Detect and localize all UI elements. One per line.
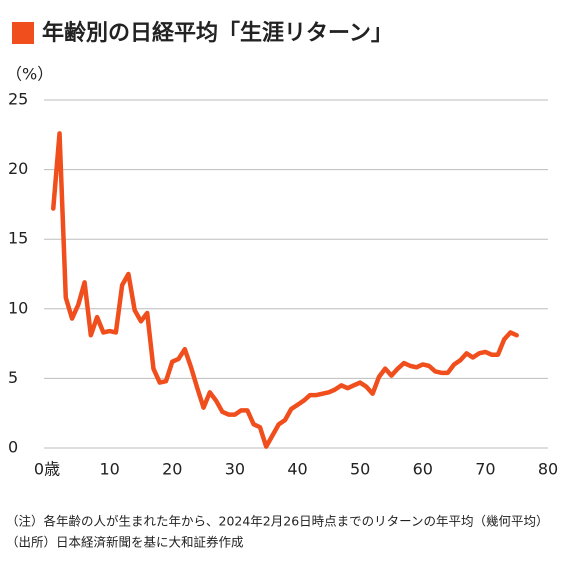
x-tick-label: 80 bbox=[538, 460, 558, 479]
y-tick-label: 15 bbox=[8, 229, 28, 248]
x-tick-label: 70 bbox=[475, 460, 495, 479]
y-tick-label: 0 bbox=[8, 438, 18, 457]
x-tick-label: 30 bbox=[225, 460, 245, 479]
y-axis-label: （%） bbox=[6, 65, 53, 84]
x-tick-label: 60 bbox=[413, 460, 433, 479]
x-tick-label: 50 bbox=[350, 460, 370, 479]
chart-title: 年齢別の日経平均「生涯リターン」 bbox=[42, 20, 393, 46]
y-tick-label: 10 bbox=[8, 298, 28, 317]
x-tick-label: 10 bbox=[99, 460, 119, 479]
x-tick-label: 0歳 bbox=[34, 460, 60, 479]
x-tick-label: 20 bbox=[162, 460, 182, 479]
y-tick-label: 20 bbox=[8, 159, 28, 178]
y-tick-label: 5 bbox=[8, 368, 18, 387]
source: （出所）日本経済新聞を基に大和証券作成 bbox=[6, 535, 244, 550]
x-tick-label: 40 bbox=[287, 460, 307, 479]
title-marker bbox=[12, 22, 34, 44]
y-tick-label: 25 bbox=[8, 90, 28, 109]
line bbox=[51, 131, 519, 449]
note: （注）各年齢の人が生まれた年から、2024年2月26日時点までのリターンの年平均… bbox=[6, 514, 549, 529]
